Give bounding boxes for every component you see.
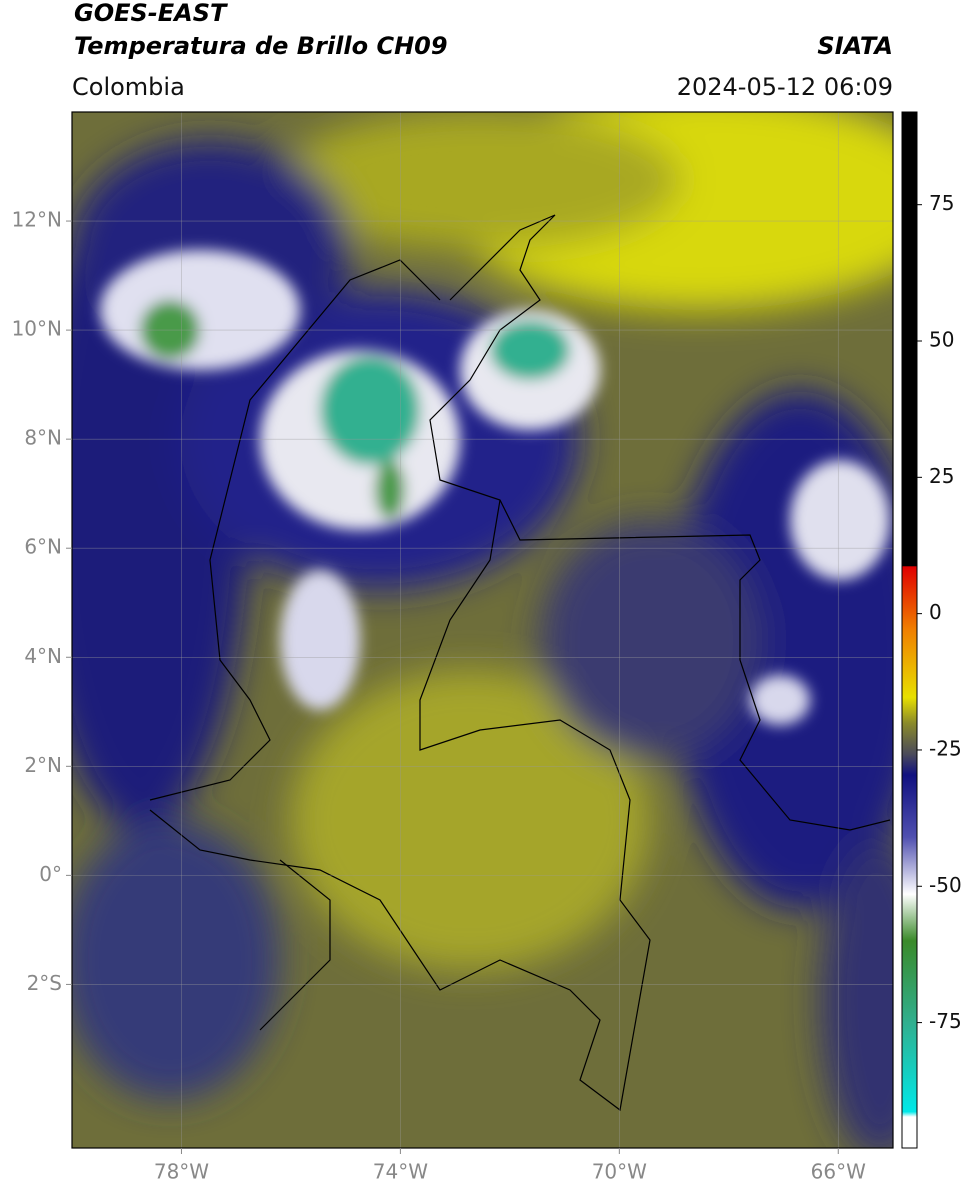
borders: [149, 214, 891, 1112]
datetime: 2024-05-12 06:09: [677, 73, 893, 101]
graticule: [72, 112, 893, 1148]
colorbar-tick-label: 75: [929, 191, 954, 215]
y-tick-label: 10°N: [12, 317, 62, 341]
x-tick-label: 66°W: [811, 1160, 866, 1184]
colorbar-tick-label: -25: [929, 736, 962, 760]
y-tick-label: 2°S: [27, 971, 62, 995]
y-tick-label: 0°: [39, 862, 62, 886]
y-tick-label: 6°N: [24, 535, 62, 559]
colorbar-tick-label: 25: [929, 464, 954, 488]
y-tick-label: 12°N: [12, 208, 62, 232]
map-frame: [71, 111, 894, 1149]
colorbar: [901, 111, 918, 1149]
satellite-image: [72, 112, 893, 1148]
y-tick-label: 2°N: [24, 753, 62, 777]
y-tick-label: 8°N: [24, 426, 62, 450]
y-tick-label: 4°N: [24, 644, 62, 668]
title-line-2: Temperatura de Brillo CH09: [74, 32, 448, 60]
colorbar-tick-label: 0: [929, 600, 942, 624]
x-tick-label: 78°W: [154, 1160, 209, 1184]
title-line-1: GOES-EAST: [74, 0, 228, 27]
colorbar-tick-label: -50: [929, 873, 962, 897]
colorbar-tick-label: -75: [929, 1009, 962, 1033]
colorbar-tick-label: 50: [929, 328, 954, 352]
x-tick-label: 70°W: [592, 1160, 647, 1184]
header: GOES-EAST Temperatura de Brillo CH09 Col…: [72, 0, 893, 101]
x-tick-label: 74°W: [373, 1160, 428, 1184]
region: Colombia: [72, 73, 185, 101]
source: SIATA: [817, 32, 893, 60]
